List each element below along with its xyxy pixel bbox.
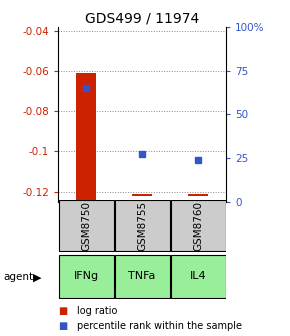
Bar (115, 201, 170, 251)
Text: IFNg: IFNg (73, 271, 99, 281)
Bar (132, 194, 152, 196)
Text: log ratio: log ratio (77, 306, 117, 316)
Bar (76, 73, 96, 200)
Text: agent: agent (3, 272, 33, 282)
Text: percentile rank within the sample: percentile rank within the sample (77, 321, 242, 331)
Bar (59, 255, 113, 298)
Bar (171, 201, 226, 251)
Text: ▶: ▶ (33, 272, 42, 282)
Text: ■: ■ (58, 306, 67, 316)
Text: GSM8750: GSM8750 (81, 201, 91, 251)
Text: ■: ■ (58, 321, 67, 331)
Bar (171, 255, 226, 298)
Title: GDS499 / 11974: GDS499 / 11974 (85, 12, 199, 26)
Text: IL4: IL4 (190, 271, 206, 281)
Text: TNFa: TNFa (128, 271, 156, 281)
Bar (115, 255, 170, 298)
Text: GSM8755: GSM8755 (137, 201, 147, 251)
Bar (59, 201, 113, 251)
Bar (188, 194, 208, 196)
Text: GSM8760: GSM8760 (193, 201, 203, 251)
